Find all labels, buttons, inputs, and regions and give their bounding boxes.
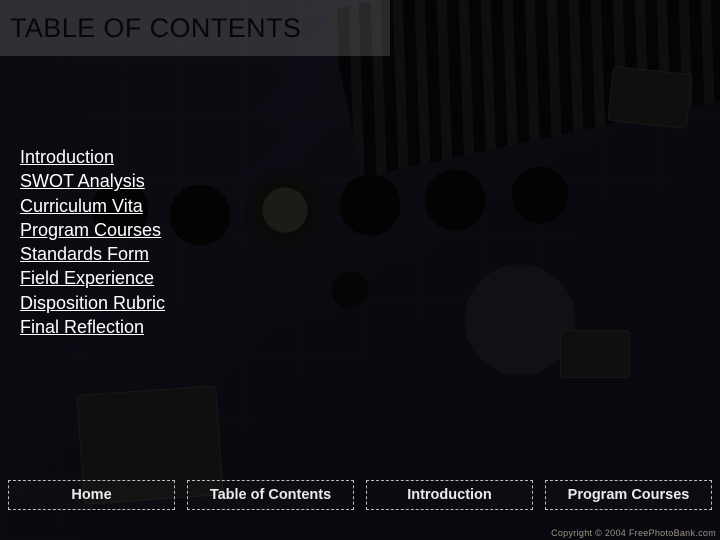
nav-button-table-of-contents[interactable]: Table of Contents [187,480,354,510]
nav-button-home[interactable]: Home [8,480,175,510]
toc-link-swot-analysis[interactable]: SWOT Analysis [20,169,165,193]
nav-button-program-courses[interactable]: Program Courses [545,480,712,510]
toc-link-standards-form[interactable]: Standards Form [20,242,165,266]
toc-link-final-reflection[interactable]: Final Reflection [20,315,165,339]
toc-link-field-experience[interactable]: Field Experience [20,266,165,290]
toc-link-introduction[interactable]: Introduction [20,145,165,169]
slide: TABLE OF CONTENTS Introduction SWOT Anal… [0,0,720,540]
table-of-contents: Introduction SWOT Analysis Curriculum Vi… [20,145,165,339]
toc-link-disposition-rubric[interactable]: Disposition Rubric [20,291,165,315]
title-bar: TABLE OF CONTENTS [0,0,390,56]
page-title: TABLE OF CONTENTS [10,13,301,44]
bottom-nav: Home Table of Contents Introduction Prog… [8,480,712,510]
nav-button-introduction[interactable]: Introduction [366,480,533,510]
toc-link-program-courses[interactable]: Program Courses [20,218,165,242]
toc-link-curriculum-vita[interactable]: Curriculum Vita [20,194,165,218]
copyright-text: Copyright © 2004 FreePhotoBank.com [551,528,716,538]
